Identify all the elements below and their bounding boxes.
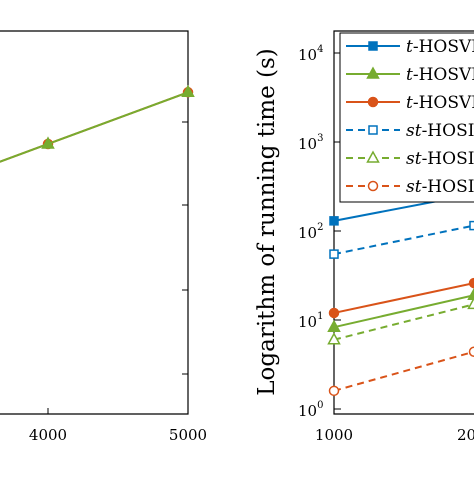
series-line (0, 92, 188, 195)
right-series (329, 298, 474, 343)
legend-label-rest: -HOSΙ (422, 149, 474, 169)
left-x-tick-label-5000: 5000 (169, 426, 207, 444)
data-point-marker (330, 217, 338, 225)
data-point-marker (470, 222, 474, 230)
left-chart-panel: 4000 5000 (0, 31, 207, 444)
left-series (0, 86, 194, 195)
legend: t-HOSVIt-HOSVIt-HOSVIst-HOSΙst-HOSΙst-HO… (340, 33, 474, 202)
tick-exponent: 3 (317, 133, 323, 144)
legend-label: st-HOSΙ (406, 177, 474, 197)
legend-label: st-HOSΙ (406, 149, 474, 169)
legend-label: t-HOSVI (406, 37, 474, 57)
data-point-marker (330, 250, 338, 258)
legend-label-prefix: st (406, 177, 422, 197)
data-point-marker (369, 98, 378, 107)
right-y-tick-label-1e0: 100 (298, 400, 323, 420)
legend-label-rest: -HOSVI (413, 37, 474, 57)
right-y-tick-label-1e3: 103 (298, 133, 323, 153)
data-point-marker (470, 279, 474, 288)
tick-base: 10 (298, 402, 317, 420)
right-series (330, 222, 474, 259)
data-point-marker (330, 386, 339, 395)
data-point-marker (369, 182, 378, 191)
right-series-layer (329, 190, 474, 395)
series-line (334, 226, 474, 255)
left-series (0, 88, 193, 196)
tick-exponent: 0 (317, 400, 323, 411)
left-series-layer (0, 86, 194, 195)
tick-exponent: 1 (317, 311, 323, 322)
series-line (0, 92, 188, 195)
tick-base: 10 (298, 313, 317, 331)
data-point-marker (330, 308, 339, 317)
right-chart-panel: Logarithm of running time (s) 100 101 10… (254, 31, 474, 444)
tick-base: 10 (298, 135, 317, 153)
tick-exponent: 4 (317, 44, 323, 55)
right-series (330, 347, 474, 395)
right-x-tick-label-2000-partial: 20 (457, 426, 474, 444)
legend-label-prefix: st (406, 149, 422, 169)
legend-label-rest: -HOSVI (413, 93, 474, 113)
legend-label-prefix: st (406, 121, 422, 141)
right-y-tick-label-1e1: 101 (298, 311, 323, 331)
legend-label: t-HOSVI (406, 93, 474, 113)
data-point-marker (369, 126, 377, 134)
legend-label: t-HOSVI (406, 65, 474, 85)
left-x-tick-label-4000: 4000 (29, 426, 67, 444)
legend-label-rest: -HOSVI (413, 65, 474, 85)
data-point-marker (469, 289, 474, 299)
data-point-marker (369, 42, 377, 50)
series-line (334, 283, 474, 313)
tick-base: 10 (298, 224, 317, 242)
tick-base: 10 (298, 46, 317, 64)
right-y-tick-label-1e4: 104 (298, 44, 323, 64)
left-plot-box (0, 31, 188, 414)
series-line (334, 352, 474, 391)
right-y-axis-title: Logarithm of running time (s) (254, 48, 280, 395)
data-point-marker (470, 347, 474, 356)
right-y-tick-label-1e2: 102 (298, 222, 323, 242)
legend-label: st-HOSΙ (406, 121, 474, 141)
right-x-tick-label-1000: 1000 (315, 426, 353, 444)
tick-exponent: 2 (317, 222, 323, 233)
legend-label-rest: -HOSΙ (422, 177, 474, 197)
legend-label-rest: -HOSΙ (422, 121, 474, 141)
